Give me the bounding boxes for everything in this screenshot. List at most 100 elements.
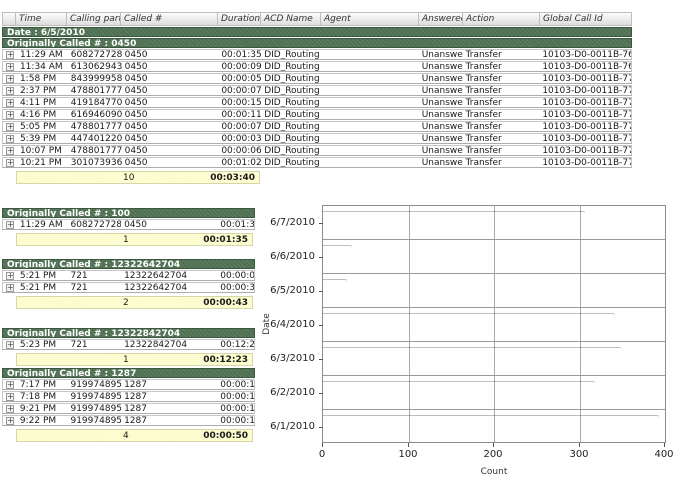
expand-plus-icon[interactable]: + (6, 110, 14, 119)
x-tick-mark (664, 443, 665, 447)
expand-cell: + (3, 110, 17, 119)
category-band: 6/1/2010 (270, 410, 665, 444)
expand-plus-icon[interactable]: + (6, 392, 14, 401)
cell-time: 7:17 PM (19, 380, 57, 389)
chart-y-axis-title: Date (261, 313, 272, 335)
table-row: +2:37 PM 47880177700450 00:00:07DID_Routin… (2, 85, 632, 96)
expand-plus-icon[interactable]: + (6, 62, 14, 71)
cell-action: Transfer (465, 74, 502, 83)
cell-acd-name: DID_Routing (264, 98, 320, 107)
summary-total-duration: 00:03:40 (210, 173, 255, 183)
expand-cell: + (3, 122, 17, 131)
cell-answered: Unanswered (421, 98, 463, 107)
expand-plus-icon[interactable]: + (6, 86, 14, 95)
cell-acd-name: DID_Routing (264, 110, 320, 119)
cell-global-call-id: 10103-D0-0011B-76F (542, 62, 632, 71)
expand-plus-icon[interactable]: + (6, 416, 14, 425)
cell-calling-party: 3010739363 (70, 158, 122, 167)
cell-action: Transfer (465, 50, 502, 59)
cell-agent (321, 122, 419, 131)
bar-6-5-2010 (323, 279, 347, 303)
cell-time: 5:39 PM (19, 134, 57, 143)
cell-time: 10:07 PM (19, 146, 62, 155)
expand-plus-icon[interactable]: + (6, 134, 14, 143)
expand-cell: + (3, 74, 17, 83)
expand-cell: + (3, 62, 17, 71)
expand-plus-icon[interactable]: + (6, 380, 14, 389)
expand-plus-icon[interactable]: + (6, 271, 14, 280)
expand-plus-icon[interactable]: + (6, 158, 14, 167)
cell-agent (321, 50, 419, 59)
expand-plus-icon[interactable]: + (6, 74, 14, 83)
cell-answered: Unanswered (421, 122, 463, 131)
summary-count: 1 (123, 355, 129, 365)
expand-plus-icon[interactable]: + (6, 220, 14, 229)
table-row: +10:07 PM 47880177700450 00:00:06DID_Routi… (2, 145, 632, 156)
group-section-0: Originally Called # : 100 +11:29 AM 608272… (2, 207, 255, 246)
bar-6-2-2010 (323, 381, 595, 405)
cell-called-number: 12322642704 (124, 271, 188, 280)
cell-duration: 00:00:03 (221, 134, 262, 143)
table-row: +5:05 PM 47880177700450 00:00:07DID_Routin… (2, 121, 632, 132)
x-tick-mark (408, 443, 409, 447)
column-header-action[interactable]: Action (463, 12, 540, 26)
x-tick-mark (579, 443, 580, 447)
expand-plus-icon[interactable]: + (6, 146, 14, 155)
cell-global-call-id: 10103-D0-0011B-77F (542, 158, 632, 167)
table-row: +7:17 PM 91997489521287 00:00:13 (2, 379, 255, 390)
column-header-answered[interactable]: Answered (419, 12, 463, 26)
category-band: 6/6/2010 (270, 240, 665, 274)
category-tick-mark (319, 359, 323, 360)
group-summary-row: 2 00:00:43 (16, 296, 253, 309)
category-label: 6/3/2010 (270, 353, 315, 364)
table-row: +11:29 AM 60827272870450 00:01:35 (2, 219, 255, 230)
cell-calling-party: 9199748952 (70, 392, 122, 401)
cell-called-number: 0450 (124, 110, 148, 119)
expand-cell: + (3, 158, 17, 167)
cell-calling-party: 6082727287 (70, 220, 122, 229)
gridline-x-300 (580, 206, 581, 442)
column-header-time[interactable]: Time (16, 12, 67, 26)
column-header-duration[interactable]: Duration (218, 12, 261, 26)
expand-plus-icon[interactable]: + (6, 283, 14, 292)
cell-called-number: 1287 (124, 380, 147, 389)
column-header-global_call_id[interactable]: Global Call Id (540, 12, 632, 26)
cell-time: 4:16 PM (19, 110, 57, 119)
column-header-calling_party[interactable]: Calling party # (67, 12, 121, 26)
cell-calling-party: 4191847701 (70, 98, 122, 107)
originally-called-group-header: Originally Called # : 12322642704 (2, 259, 255, 269)
cell-global-call-id: 10103-D0-0011B-774 (542, 122, 632, 131)
category-label: 6/7/2010 (270, 217, 315, 228)
cell-calling-party: 8439999581 (70, 74, 122, 83)
cell-time: 5:21 PM (19, 271, 57, 280)
cell-called-number: 12322842704 (124, 340, 188, 349)
cell-called-number: 12322642704 (124, 283, 188, 292)
expand-cell: + (3, 392, 17, 401)
cell-time: 1:58 PM (19, 74, 57, 83)
expand-plus-icon[interactable]: + (6, 50, 14, 59)
category-tick-mark (319, 325, 323, 326)
cell-agent (321, 62, 419, 71)
expand-plus-icon[interactable]: + (6, 340, 14, 349)
cell-agent (321, 110, 419, 119)
cell-action: Transfer (465, 134, 502, 143)
expand-plus-icon[interactable]: + (6, 122, 14, 131)
cell-called-number: 0450 (124, 98, 148, 107)
group-label: Originally Called # : 12322642704 (7, 260, 181, 269)
column-header-expand[interactable] (2, 12, 16, 26)
summary-total-duration: 00:12:23 (203, 355, 248, 365)
expand-plus-icon[interactable]: + (6, 98, 14, 107)
expand-cell: + (3, 50, 17, 59)
expand-plus-icon[interactable]: + (6, 404, 14, 413)
expand-cell: + (3, 220, 17, 229)
column-header-agent[interactable]: Agent (321, 12, 419, 26)
cell-global-call-id: 10103-D0-0011B-772 (542, 98, 632, 107)
column-header-called[interactable]: Called # (121, 12, 218, 26)
column-header-acd_name[interactable]: ACD Name (261, 12, 321, 26)
cell-time: 9:22 PM (19, 416, 57, 425)
cell-calling-party: 721 (70, 271, 88, 280)
